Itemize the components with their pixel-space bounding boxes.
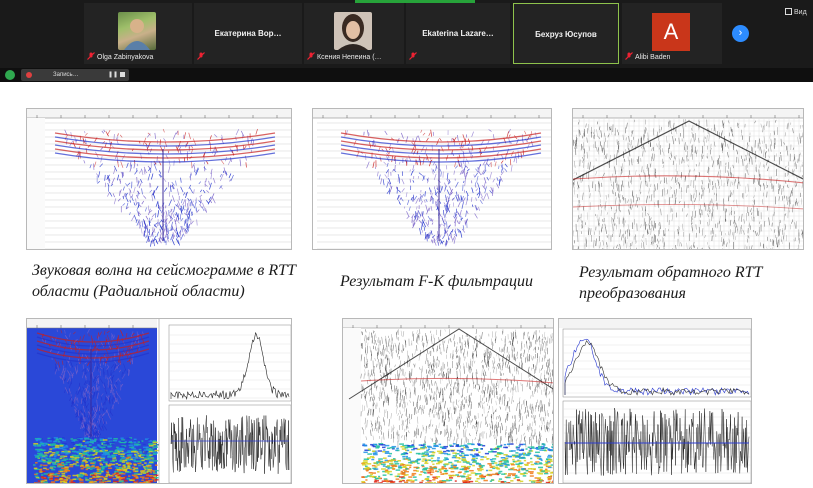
- shield-icon[interactable]: [5, 70, 15, 80]
- participant-mic-row: [194, 52, 302, 61]
- record-dot-icon: [26, 72, 32, 78]
- recording-bar: Запись… ❚❚: [0, 68, 813, 82]
- participant-tile-behruz[interactable]: Бехруз Юсупов: [513, 3, 619, 64]
- shared-slide: Звуковая волна на сейсмограмме в RTT обл…: [0, 82, 813, 488]
- participant-name-label: Екатерина Вор…: [214, 29, 282, 38]
- view-label: Вид: [794, 9, 807, 16]
- avatar: A: [652, 13, 690, 51]
- mic-muted-icon: [87, 52, 95, 60]
- caption-fk: Результат F-K фильтрации: [340, 273, 533, 290]
- participant-tile-alibi[interactable]: A Alibi Baden: [622, 3, 722, 64]
- pause-icon[interactable]: ❚❚: [108, 72, 119, 78]
- mic-muted-icon: [307, 52, 315, 60]
- active-speaker-indicator: [355, 0, 475, 3]
- spectrum-rtt-panel: [26, 318, 292, 484]
- inverse-rtt-panel: [572, 108, 804, 250]
- participant-tile-ekaterina-vor[interactable]: Екатерина Вор…: [194, 3, 302, 64]
- participant-photo: [118, 12, 156, 50]
- stop-icon[interactable]: [120, 72, 125, 77]
- view-button[interactable]: Вид: [785, 8, 807, 16]
- fk-filter-panel: [312, 108, 552, 250]
- participant-name-label: Бехруз Юсупов: [535, 30, 597, 39]
- next-participants-button[interactable]: ›: [732, 25, 749, 42]
- participant-name-label: Alibi Baden: [622, 52, 722, 61]
- participant-tile-kseniya[interactable]: Ксения Непеина (…: [304, 3, 404, 64]
- participant-photo: [334, 12, 372, 50]
- trace-plots-panel: [558, 318, 752, 484]
- chevron-right-icon: ›: [738, 27, 743, 39]
- participant-name-label: Olga Zabinyakova: [84, 52, 192, 61]
- participant-mic-row: [406, 52, 510, 61]
- caption-rtt: Звуковая волна на сейсмограмме в RTT обл…: [32, 262, 296, 300]
- recording-label: Запись…: [53, 72, 79, 78]
- recording-pill: Запись… ❚❚: [21, 69, 129, 81]
- mic-muted-icon: [625, 52, 633, 60]
- grid-view-icon: [785, 8, 792, 15]
- participant-tile-olga[interactable]: Olga Zabinyakova: [84, 3, 192, 64]
- participant-tile-ekaterina-lazare[interactable]: Ekaterina Lazare…: [406, 3, 510, 64]
- participant-name-label: Ксения Непеина (…: [304, 52, 404, 61]
- participant-strip: Olga Zabinyakova Екатерина Вор… Ксения Н…: [0, 0, 813, 68]
- mic-muted-icon: [409, 52, 417, 60]
- participant-name-label: Ekaterina Lazare…: [422, 29, 494, 38]
- caption-inverse-rtt: Результат обратного RTT преобразования: [579, 264, 763, 302]
- spectrum-section-panel: [342, 318, 554, 484]
- seismogram-rtt-panel: [26, 108, 292, 250]
- mic-muted-icon: [197, 52, 205, 60]
